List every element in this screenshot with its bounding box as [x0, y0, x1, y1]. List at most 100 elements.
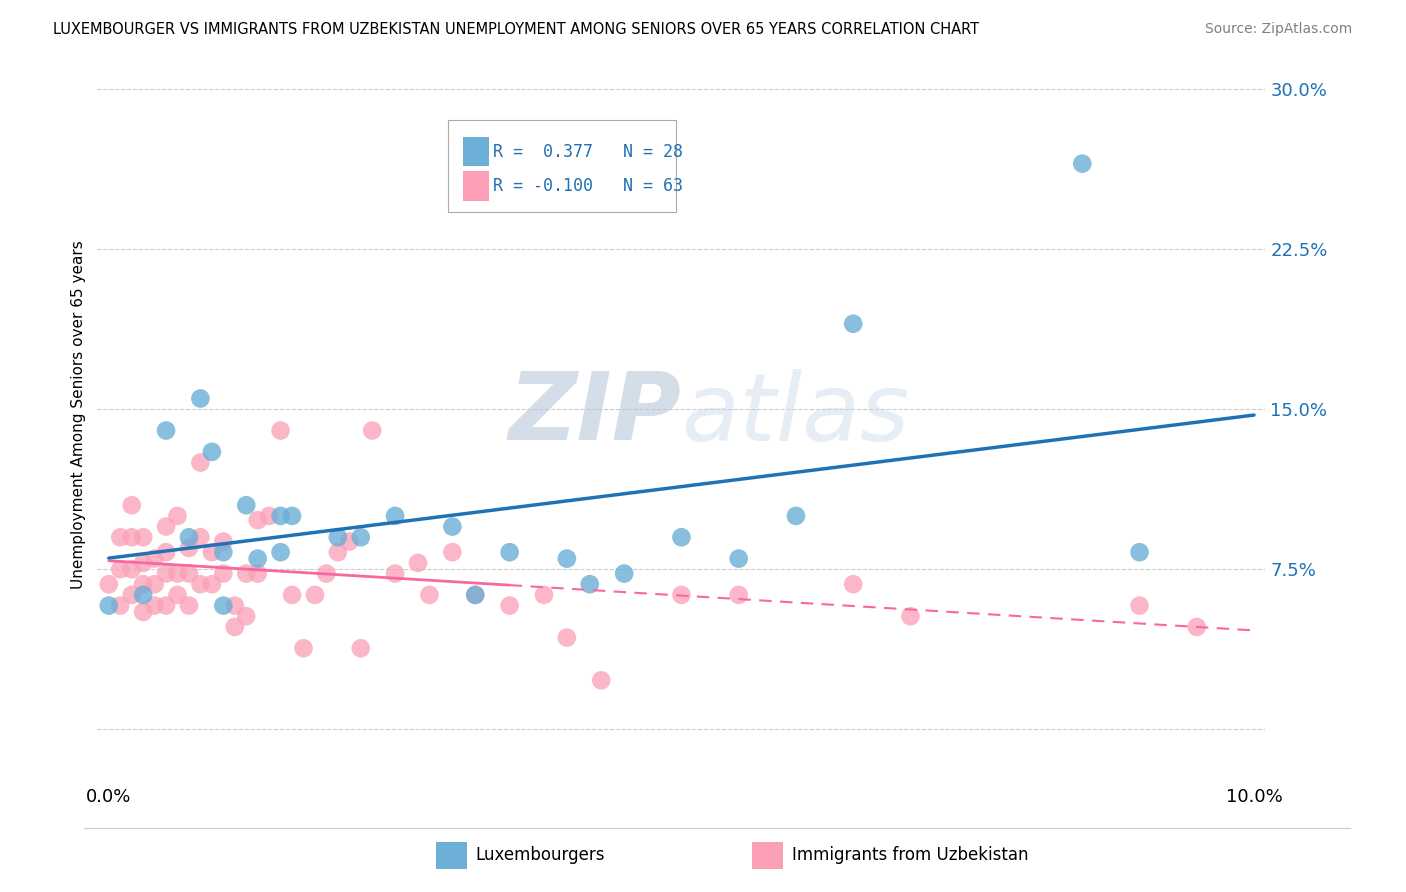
Point [177, 599, 200, 613]
Point [246, 551, 269, 566]
Text: ZIP: ZIP [509, 368, 682, 460]
Point [464, 588, 486, 602]
Point [121, 530, 143, 544]
Point [201, 445, 224, 459]
Point [190, 456, 212, 470]
Point [121, 498, 143, 512]
Point [591, 673, 613, 688]
Point [155, 566, 177, 581]
Point [900, 609, 922, 624]
Point [1128, 545, 1150, 559]
Text: R =  0.377   N = 28: R = 0.377 N = 28 [494, 143, 683, 161]
Point [190, 577, 212, 591]
Point [110, 599, 132, 613]
Point [418, 588, 440, 602]
Point [304, 588, 326, 602]
Point [166, 508, 188, 523]
Point [441, 545, 464, 559]
Point [350, 641, 373, 656]
Point [166, 588, 188, 602]
Point [498, 599, 520, 613]
FancyBboxPatch shape [463, 171, 489, 201]
Point [97, 577, 120, 591]
Point [155, 545, 177, 559]
Point [212, 599, 235, 613]
Point [384, 566, 406, 581]
Text: Luxembourgers: Luxembourgers [475, 847, 605, 864]
Y-axis label: Unemployment Among Seniors over 65 years: Unemployment Among Seniors over 65 years [72, 240, 86, 589]
Point [270, 424, 292, 438]
Point [555, 551, 578, 566]
Text: LUXEMBOURGER VS IMMIGRANTS FROM UZBEKISTAN UNEMPLOYMENT AMONG SENIORS OVER 65 YE: LUXEMBOURGER VS IMMIGRANTS FROM UZBEKIST… [53, 22, 980, 37]
Point [190, 392, 212, 406]
Text: Source: ZipAtlas.com: Source: ZipAtlas.com [1205, 22, 1353, 37]
Point [155, 519, 177, 533]
Point [671, 588, 693, 602]
Point [1185, 620, 1208, 634]
Point [132, 530, 155, 544]
Point [190, 530, 212, 544]
Point [727, 588, 749, 602]
Point [671, 530, 693, 544]
Point [842, 577, 865, 591]
Point [132, 556, 155, 570]
Point [177, 566, 200, 581]
Point [246, 513, 269, 527]
Point [361, 424, 384, 438]
Point [350, 530, 373, 544]
Point [143, 599, 166, 613]
Point [578, 577, 600, 591]
Point [1071, 156, 1094, 170]
Point [235, 498, 257, 512]
Point [224, 620, 246, 634]
Point [315, 566, 337, 581]
Point [235, 566, 257, 581]
Point [132, 577, 155, 591]
Point [555, 631, 578, 645]
Point [337, 534, 360, 549]
Point [166, 566, 188, 581]
Point [270, 508, 292, 523]
Point [384, 508, 406, 523]
Point [110, 530, 132, 544]
Point [406, 556, 429, 570]
Point [132, 605, 155, 619]
Point [132, 588, 155, 602]
FancyBboxPatch shape [447, 120, 675, 212]
Point [464, 588, 486, 602]
Point [143, 551, 166, 566]
Text: R = -0.100   N = 63: R = -0.100 N = 63 [494, 178, 683, 195]
Point [212, 566, 235, 581]
Point [498, 545, 520, 559]
Point [177, 541, 200, 555]
Text: atlas: atlas [682, 369, 910, 460]
Point [292, 641, 315, 656]
Point [201, 545, 224, 559]
Point [246, 566, 269, 581]
Point [1128, 599, 1150, 613]
Point [143, 577, 166, 591]
Point [326, 530, 349, 544]
Point [121, 588, 143, 602]
Point [201, 577, 224, 591]
Point [177, 530, 200, 544]
Point [533, 588, 555, 602]
Point [155, 424, 177, 438]
FancyBboxPatch shape [463, 136, 489, 166]
Point [212, 534, 235, 549]
Point [110, 562, 132, 576]
Point [270, 545, 292, 559]
Point [224, 599, 246, 613]
Point [842, 317, 865, 331]
Point [785, 508, 807, 523]
Point [257, 508, 280, 523]
Point [613, 566, 636, 581]
Point [281, 588, 304, 602]
Point [121, 562, 143, 576]
Point [212, 545, 235, 559]
Point [97, 599, 120, 613]
Point [727, 551, 749, 566]
Point [441, 519, 464, 533]
Point [326, 545, 349, 559]
Text: Immigrants from Uzbekistan: Immigrants from Uzbekistan [792, 847, 1028, 864]
